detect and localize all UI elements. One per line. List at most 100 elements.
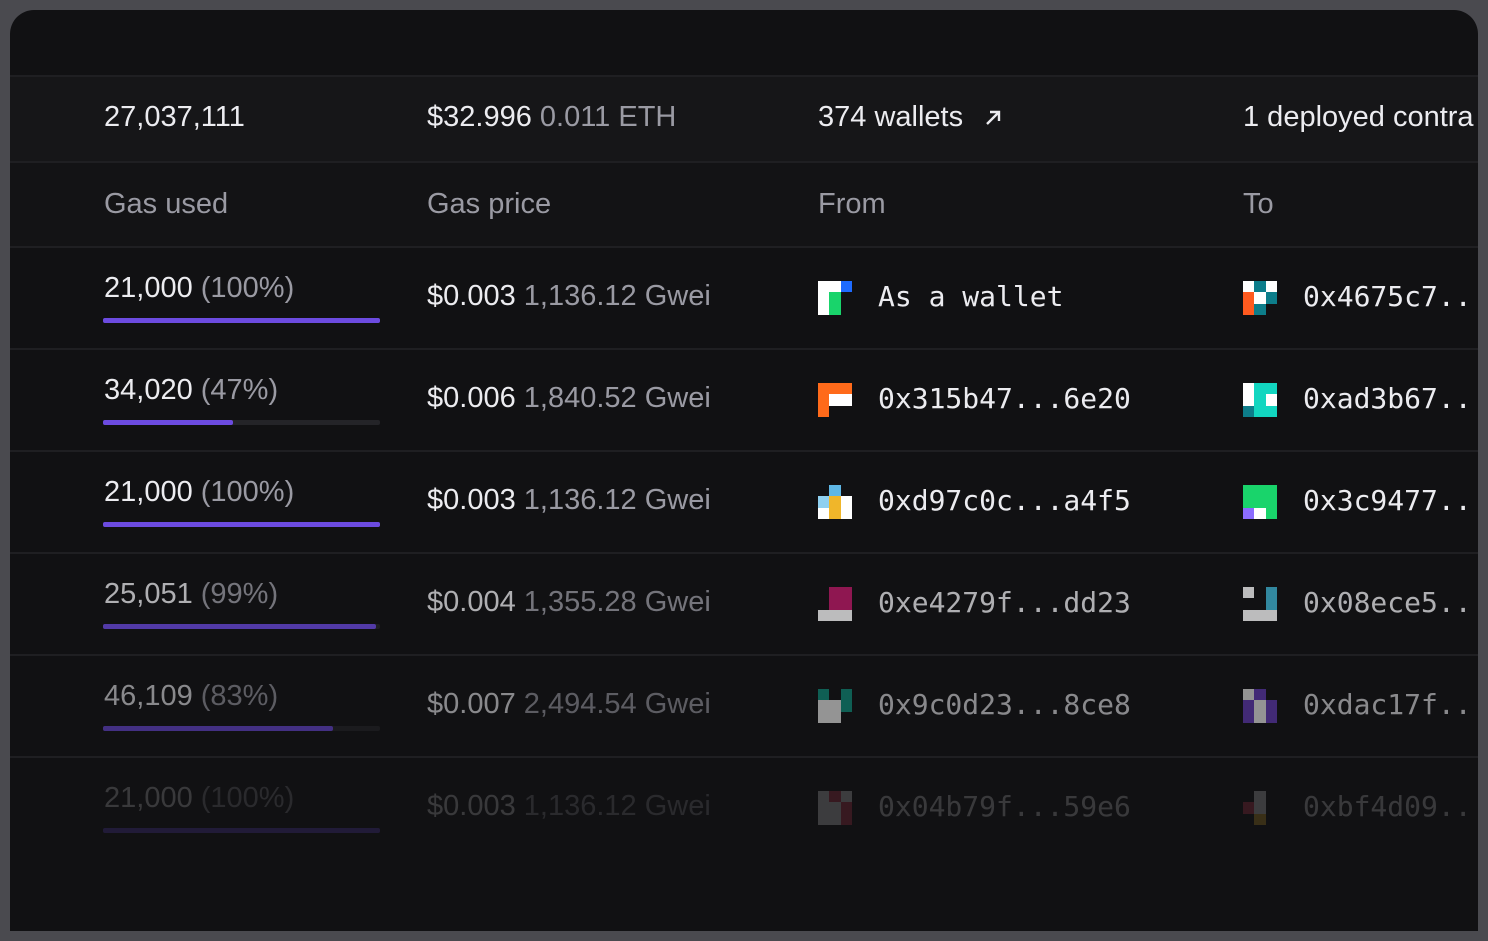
table-row[interactable]: 46,109 (83%) $0.007 2,494.54 Gwei 0x9c0d23…: [10, 656, 1478, 756]
to-avatar-icon: [1243, 383, 1277, 417]
gas-price-gwei: 1,136.12 Gwei: [523, 280, 711, 312]
gas-price-cell: $0.003 1,136.12 Gwei: [427, 280, 711, 313]
gas-usage-bar: [103, 624, 380, 629]
summary-gas-used: 27,037,111: [104, 101, 245, 133]
gas-used-value: 21,000: [104, 782, 193, 814]
gas-used-percent: (83%): [200, 680, 279, 712]
from-address[interactable]: 0xe4279f...dd23: [878, 586, 1131, 619]
summary-gas-price-eth: 0.011 ETH: [539, 101, 677, 133]
gas-usage-bar-fill: [103, 624, 376, 629]
divider: [10, 756, 1478, 758]
gas-usage-bar: [103, 828, 380, 833]
gas-usage-bar-fill: [103, 318, 380, 323]
to-avatar-icon: [1243, 791, 1277, 825]
gas-used-percent: (100%): [200, 782, 295, 814]
gas-used-percent: (100%): [200, 272, 295, 304]
gas-used-percent: (47%): [200, 374, 279, 406]
gas-used-cell: 34,020 (47%): [104, 374, 278, 407]
gas-price-usd: $0.003: [427, 280, 516, 312]
divider: [10, 450, 1478, 452]
summary-gas-price: $32.996 0.011 ETH: [427, 101, 676, 134]
to-avatar-icon: [1243, 485, 1277, 519]
gas-price-gwei: 1,136.12 Gwei: [523, 484, 711, 516]
gas-used-value: 21,000: [104, 476, 193, 508]
gas-usage-bar-fill: [103, 522, 380, 527]
from-avatar-icon: [818, 383, 852, 417]
divider: [10, 654, 1478, 656]
gas-used-percent: (100%): [200, 476, 295, 508]
header-gas-used[interactable]: Gas used: [104, 188, 229, 220]
gas-used-percent: (99%): [200, 578, 279, 610]
gas-price-cell: $0.007 2,494.54 Gwei: [427, 688, 711, 721]
gas-price-gwei: 1,840.52 Gwei: [523, 382, 711, 414]
to-address[interactable]: 0xad3b67...96: [1303, 382, 1478, 415]
gas-usage-bar: [103, 318, 380, 323]
gas-usage-bar: [103, 522, 380, 527]
gas-used-cell: 25,051 (99%): [104, 578, 278, 611]
gas-price-cell: $0.003 1,136.12 Gwei: [427, 790, 711, 823]
divider: [10, 552, 1478, 554]
from-address[interactable]: 0x9c0d23...8ce8: [878, 688, 1131, 721]
header-to[interactable]: To: [1243, 188, 1274, 220]
arrow-up-right-icon: [986, 111, 1001, 126]
gas-price-cell: $0.006 1,840.52 Gwei: [427, 382, 711, 415]
gas-used-cell: 21,000 (100%): [104, 476, 294, 509]
gas-usage-bar-fill: [103, 420, 234, 425]
gas-usage-bar-fill: [103, 726, 333, 731]
from-avatar-icon: [818, 689, 852, 723]
divider: [10, 246, 1478, 248]
gas-usage-bar: [103, 726, 380, 731]
to-avatar-icon: [1243, 587, 1277, 621]
table-row[interactable]: 21,000 (100%) $0.003 1,136.12 Gwei As a wa…: [10, 248, 1478, 348]
gas-used-cell: 21,000 (100%): [104, 272, 294, 305]
divider: [10, 75, 1478, 77]
from-address[interactable]: 0x04b79f...59e6: [878, 790, 1131, 823]
gas-price-usd: $0.003: [427, 484, 516, 516]
gas-price-cell: $0.004 1,355.28 Gwei: [427, 586, 711, 619]
to-address[interactable]: 0x08ece5...6: [1303, 586, 1478, 619]
divider: [10, 348, 1478, 350]
table-row[interactable]: 25,051 (99%) $0.004 1,355.28 Gwei 0xe4279f…: [10, 554, 1478, 654]
gas-price-usd: $0.006: [427, 382, 516, 414]
gas-usage-bar-fill: [103, 828, 380, 833]
gas-price-usd: $0.007: [427, 688, 516, 720]
transactions-panel: 27,037,111 $32.996 0.011 ETH 374 wallets…: [10, 10, 1478, 931]
from-address[interactable]: As a wallet: [878, 280, 1064, 313]
table-row[interactable]: 21,000 (100%) $0.003 1,136.12 Gwei 0x04b79…: [10, 758, 1478, 858]
gas-used-value: 46,109: [104, 680, 193, 712]
summary-gas-price-usd: $32.996: [427, 101, 532, 133]
gas-price-gwei: 1,355.28 Gwei: [523, 586, 711, 618]
from-avatar-icon: [818, 791, 852, 825]
table-row[interactable]: 21,000 (100%) $0.003 1,136.12 Gwei 0xd97c0…: [10, 452, 1478, 552]
summary-wallets-link[interactable]: 374 wallets: [818, 101, 1003, 134]
to-avatar-icon: [1243, 689, 1277, 723]
gas-price-cell: $0.003 1,136.12 Gwei: [427, 484, 711, 517]
summary-wallets-label: 374 wallets: [818, 101, 964, 133]
gas-used-cell: 46,109 (83%): [104, 680, 278, 713]
to-address[interactable]: 0x4675c7...a2: [1303, 280, 1478, 313]
gas-usage-bar: [103, 420, 380, 425]
summary-deployed-contracts: 1 deployed contra: [1243, 101, 1474, 133]
gas-price-usd: $0.003: [427, 790, 516, 822]
from-address[interactable]: 0xd97c0c...a4f5: [878, 484, 1131, 517]
header-gas-price[interactable]: Gas price: [427, 188, 552, 220]
gas-used-value: 25,051: [104, 578, 193, 610]
gas-used-value: 34,020: [104, 374, 193, 406]
gas-price-gwei: 2,494.54 Gwei: [523, 688, 711, 720]
to-address[interactable]: 0xdac17f...1e: [1303, 688, 1478, 721]
from-avatar-icon: [818, 485, 852, 519]
table-row[interactable]: 34,020 (47%) $0.006 1,840.52 Gwei 0x315b47…: [10, 350, 1478, 450]
to-address[interactable]: 0xbf4d09...a3: [1303, 790, 1478, 823]
table-header: Gas used Gas price From To: [10, 163, 1478, 246]
from-address[interactable]: 0x315b47...6e20: [878, 382, 1131, 415]
from-avatar-icon: [818, 587, 852, 621]
to-address[interactable]: 0x3c9477...77: [1303, 484, 1478, 517]
header-from[interactable]: From: [818, 188, 886, 220]
from-avatar-icon: [818, 281, 852, 315]
divider: [10, 161, 1478, 163]
gas-price-gwei: 1,136.12 Gwei: [523, 790, 711, 822]
gas-used-value: 21,000: [104, 272, 193, 304]
to-avatar-icon: [1243, 281, 1277, 315]
summary-row: 27,037,111 $32.996 0.011 ETH 374 wallets…: [10, 77, 1478, 161]
gas-used-cell: 21,000 (100%): [104, 782, 294, 815]
